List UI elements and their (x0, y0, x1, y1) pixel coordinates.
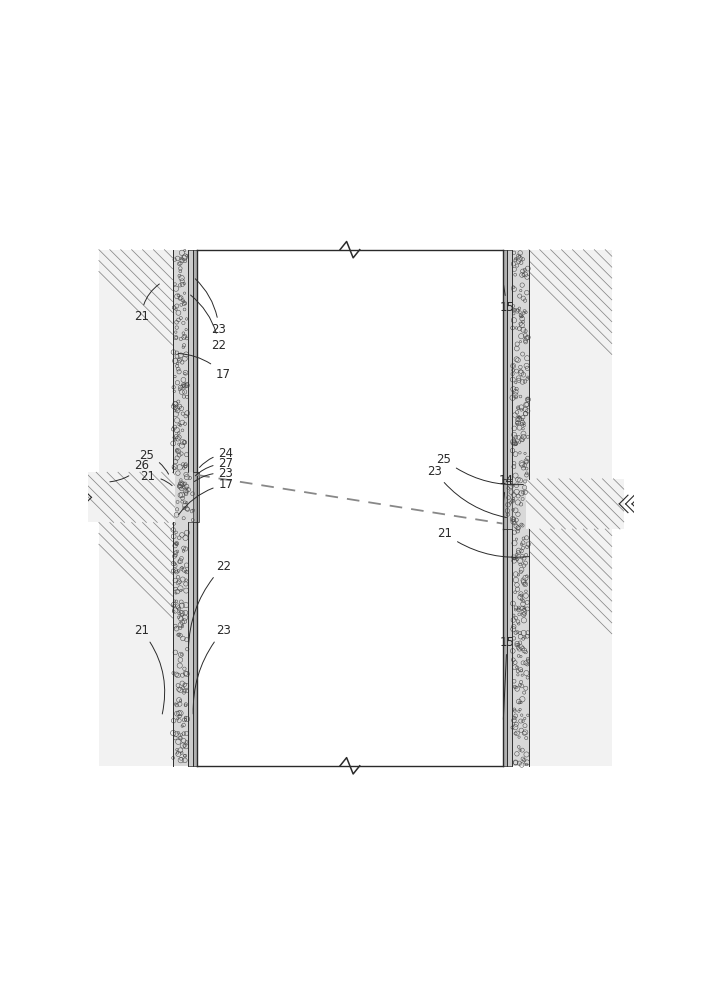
Text: 25: 25 (436, 453, 523, 485)
Text: 23: 23 (427, 465, 506, 518)
Bar (193, 472, 197, 522)
Bar (503, 529, 507, 766)
Bar (507, 250, 512, 479)
Text: 15: 15 (500, 636, 515, 719)
Text: 23: 23 (195, 279, 227, 336)
Text: 23: 23 (193, 624, 231, 714)
Text: 17: 17 (178, 353, 231, 381)
Text: 21: 21 (141, 470, 172, 486)
Bar (172, 250, 188, 472)
Text: 22: 22 (189, 560, 231, 648)
Bar (507, 529, 512, 766)
Bar (194, 472, 199, 522)
Bar (512, 529, 529, 766)
Bar (503, 479, 507, 529)
Bar (529, 529, 612, 766)
Text: 24: 24 (199, 447, 234, 467)
Bar (188, 250, 193, 472)
Text: 14: 14 (498, 474, 513, 501)
Text: 23: 23 (194, 467, 234, 482)
Bar (526, 479, 624, 529)
Bar (512, 250, 529, 479)
Text: 21: 21 (134, 284, 159, 323)
Text: 25: 25 (139, 449, 168, 474)
Bar (99, 522, 172, 766)
Text: 21: 21 (134, 624, 165, 714)
Bar (529, 250, 612, 479)
Bar (506, 479, 526, 529)
Bar (175, 472, 194, 522)
Text: 26: 26 (110, 459, 149, 482)
Text: 22: 22 (191, 295, 227, 352)
Text: 21: 21 (437, 527, 529, 557)
Bar (85, 472, 175, 522)
Bar (193, 250, 197, 472)
Text: 17: 17 (179, 478, 234, 515)
Bar (193, 522, 197, 766)
Bar (99, 250, 172, 472)
Bar (507, 479, 512, 529)
Text: 15: 15 (500, 285, 515, 314)
Bar (188, 522, 193, 766)
Bar (172, 522, 188, 766)
Bar (503, 250, 507, 479)
Text: 27: 27 (195, 457, 234, 476)
